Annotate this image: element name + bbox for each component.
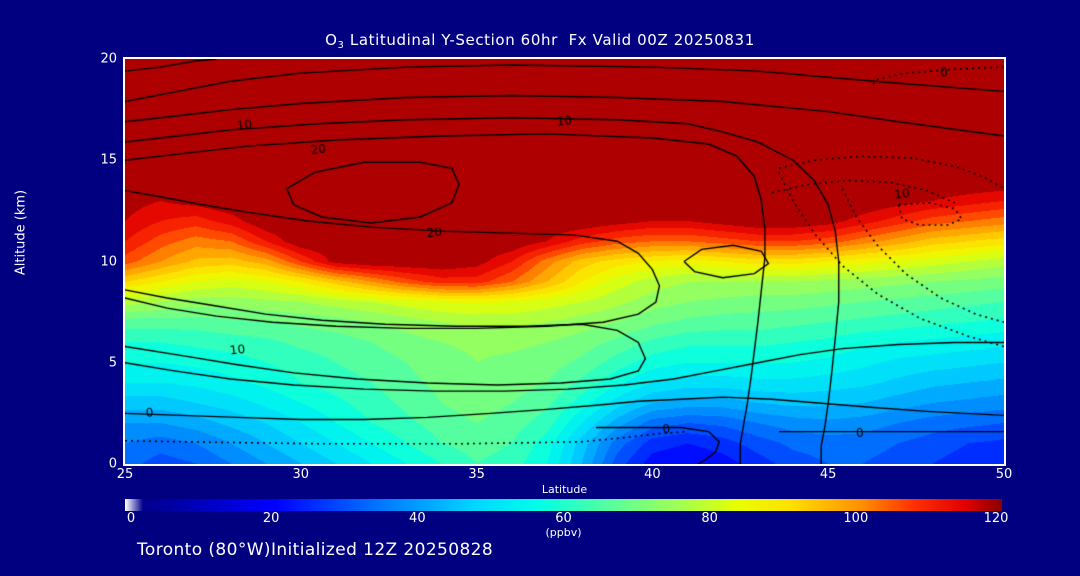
y-tick-label: 5	[108, 355, 117, 371]
x-tick-label: 35	[468, 467, 485, 482]
colorbar-tick-label: 0	[126, 511, 136, 526]
colorbar-tick-label: 100	[843, 511, 869, 526]
y-tick-label: 15	[100, 152, 117, 168]
footer-caption: Toronto (80°W)Initialized 12Z 20250828	[137, 540, 494, 560]
x-tick-label: 30	[292, 467, 310, 482]
title-rest: Latitudinal Y-Section 60hr Fx Valid 00Z …	[344, 31, 755, 49]
x-axis-ticks: 25 30 35 40 45 50	[117, 467, 1013, 487]
colorbar-tick-label: 60	[555, 511, 572, 526]
x-axis-label: Latitude	[541, 483, 588, 496]
y-axis-label: Altitude (km)	[13, 189, 29, 276]
colorbar-ticks: 0 20 40 60 80 100 120	[125, 511, 1009, 529]
x-tick-label: 50	[995, 467, 1013, 482]
colorbar-tick-label: 120	[983, 511, 1009, 526]
ozone-cross-section-field	[125, 59, 1004, 464]
contour-plot-area	[123, 57, 1006, 466]
y-axis-ticks: 0 5 10 15 20	[85, 52, 117, 472]
y-tick-label: 10	[100, 254, 117, 269]
colorbar-tick-label: 40	[409, 511, 426, 526]
colorbar-gradient	[125, 499, 1002, 511]
x-tick-label: 25	[116, 467, 134, 482]
x-tick-label: 45	[819, 467, 837, 482]
y-tick-label: 0	[108, 456, 117, 472]
colorbar-unit-label: (ppbv)	[545, 526, 582, 539]
page-title: O3 Latitudinal Y-Section 60hr Fx Valid 0…	[0, 31, 1080, 51]
y-tick-label: 20	[100, 51, 117, 67]
colorbar-tick-label: 80	[701, 511, 718, 526]
title-species: O	[325, 31, 338, 49]
colorbar-tick-label: 20	[262, 511, 280, 526]
title-subscript: 3	[337, 40, 345, 51]
colorbar	[125, 499, 1002, 511]
x-tick-label: 40	[644, 467, 661, 482]
